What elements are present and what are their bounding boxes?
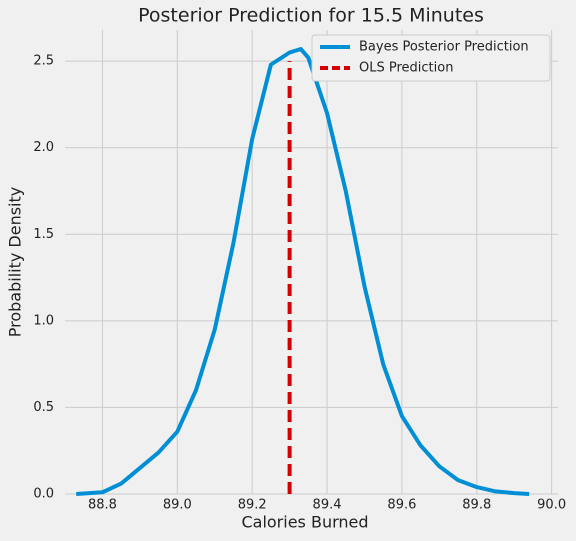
plot — [76, 47, 530, 496]
legend: Bayes Posterior Prediction OLS Prediction — [311, 34, 551, 82]
x-tick-label: 89.4 — [313, 498, 342, 513]
x-tick-label: 90.0 — [537, 498, 566, 513]
chart-title: Posterior Prediction for 15.5 Minutes — [138, 5, 484, 27]
x-tick-label: 88.8 — [88, 498, 117, 513]
y-tick-label: 2.0 — [33, 140, 54, 155]
x-tick-label: 89.8 — [462, 498, 491, 513]
y-tick-label: 1.0 — [33, 313, 54, 328]
y-tick-label: 0.0 — [33, 487, 54, 502]
y-tick-label: 1.5 — [33, 227, 54, 242]
y-tick-label: 0.5 — [33, 400, 54, 415]
x-tick-label: 89.6 — [387, 498, 416, 513]
x-tick-label: 89.0 — [163, 498, 192, 513]
y-axis-label: Probability Density — [6, 187, 25, 338]
x-axis-label: Calories Burned — [241, 513, 368, 532]
legend-box — [311, 34, 551, 82]
legend-label: OLS Prediction — [359, 61, 453, 76]
density-line — [76, 47, 530, 496]
x-tick-label: 89.2 — [238, 498, 267, 513]
legend-label: Bayes Posterior Prediction — [359, 40, 529, 55]
y-tick-label: 2.5 — [33, 54, 54, 69]
